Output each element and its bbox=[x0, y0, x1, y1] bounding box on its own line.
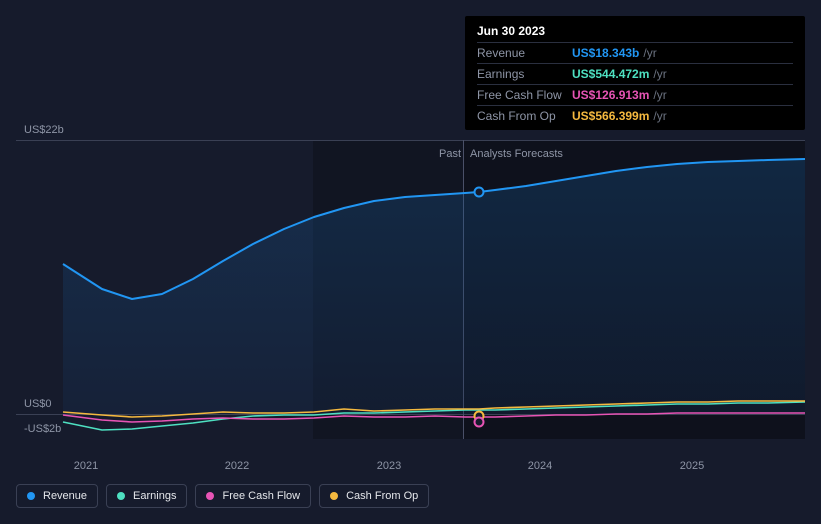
legend-label: Free Cash Flow bbox=[222, 490, 300, 502]
legend-label: Earnings bbox=[133, 490, 176, 502]
revenue-area bbox=[63, 159, 805, 414]
legend-dot-icon bbox=[206, 492, 214, 500]
legend-label: Cash From Op bbox=[346, 490, 418, 502]
legend-dot-icon bbox=[117, 492, 125, 500]
tooltip-row-revenue: Revenue US$18.343b /yr bbox=[477, 42, 793, 63]
legend-item-earnings[interactable]: Earnings bbox=[106, 484, 187, 508]
legend-item-revenue[interactable]: Revenue bbox=[16, 484, 98, 508]
legend-item-cfo[interactable]: Cash From Op bbox=[319, 484, 429, 508]
legend-label: Revenue bbox=[43, 490, 87, 502]
series-line-fcf bbox=[63, 413, 805, 422]
chart-legend: Revenue Earnings Free Cash Flow Cash Fro… bbox=[16, 484, 429, 508]
legend-dot-icon bbox=[330, 492, 338, 500]
marker-fcf bbox=[475, 418, 484, 427]
tooltip-label: Free Cash Flow bbox=[477, 88, 572, 102]
legend-dot-icon bbox=[27, 492, 35, 500]
tooltip-row-earnings: Earnings US$544.472m /yr bbox=[477, 63, 793, 84]
tooltip-label: Cash From Op bbox=[477, 109, 572, 123]
tooltip-label: Revenue bbox=[477, 46, 572, 60]
marker-revenue bbox=[475, 188, 484, 197]
tooltip-value: US$544.472m bbox=[572, 67, 649, 81]
tooltip-row-cfo: Cash From Op US$566.399m /yr bbox=[477, 105, 793, 126]
tooltip-suffix: /yr bbox=[653, 88, 666, 102]
tooltip-date: Jun 30 2023 bbox=[477, 24, 793, 38]
tooltip-suffix: /yr bbox=[653, 109, 666, 123]
legend-item-fcf[interactable]: Free Cash Flow bbox=[195, 484, 311, 508]
tooltip-label: Earnings bbox=[477, 67, 572, 81]
chart-tooltip: Jun 30 2023 Revenue US$18.343b /yr Earni… bbox=[465, 16, 805, 130]
tooltip-value: US$566.399m bbox=[572, 109, 649, 123]
tooltip-value: US$18.343b bbox=[572, 46, 639, 60]
tooltip-suffix: /yr bbox=[643, 46, 656, 60]
tooltip-suffix: /yr bbox=[653, 67, 666, 81]
tooltip-row-fcf: Free Cash Flow US$126.913m /yr bbox=[477, 84, 793, 105]
tooltip-value: US$126.913m bbox=[572, 88, 649, 102]
